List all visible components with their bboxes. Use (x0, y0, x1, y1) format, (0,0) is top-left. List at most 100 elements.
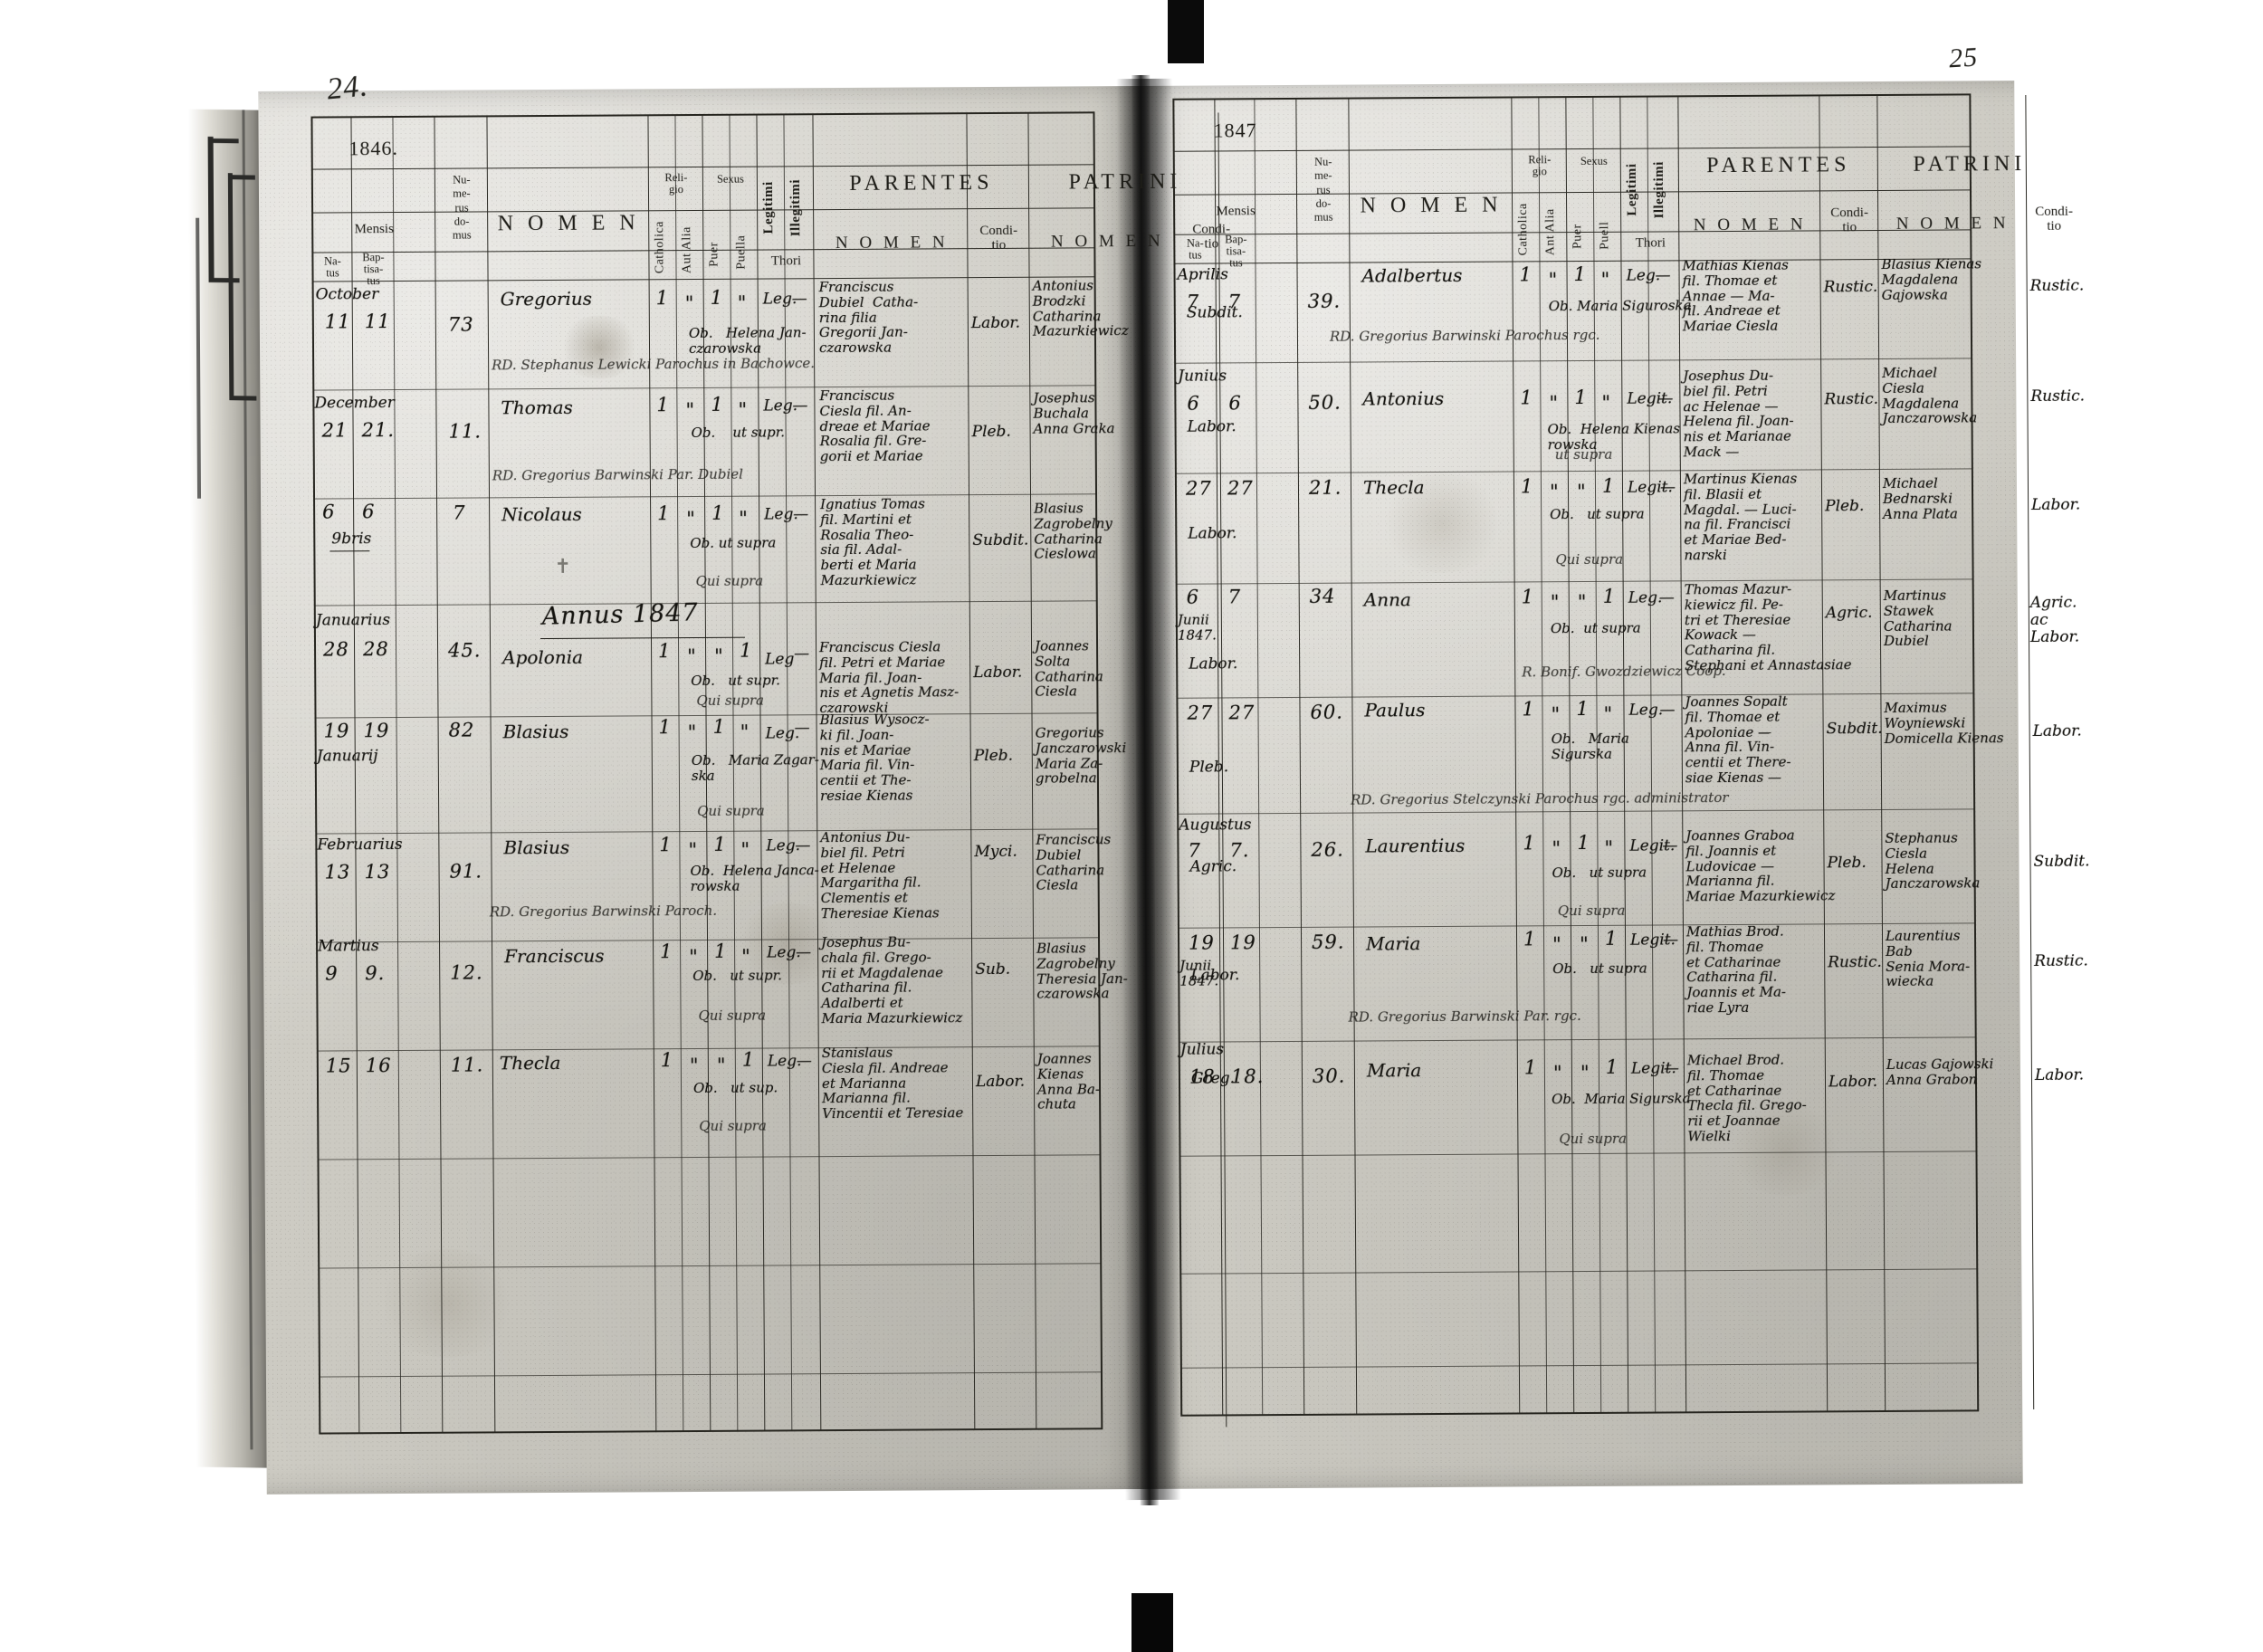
cell-parentes-mother: Ob. Maria Sigurska (1552, 1090, 1691, 1108)
cell-parentes-mother: Ob. ut supr. (691, 424, 786, 442)
cell-mensis: Julius (1179, 1040, 1225, 1059)
cell-domus: 12. (450, 961, 483, 984)
cell-catholica: 1 (1522, 698, 1535, 721)
cell-aut-alia: " (1549, 481, 1560, 503)
cell-baptisatus: 21. (361, 419, 396, 442)
cell-patrini: Stephanus Ciesla Helena Janczarowska (1885, 829, 1981, 893)
cell-parentes: Blasius Wysocz- ki fil. Joan- nis et Mar… (819, 711, 930, 805)
cell-catholica: 1 (1520, 387, 1533, 409)
cell-officiant-note: Qui supra (696, 692, 765, 709)
header-religio-right: Reli- gio (1528, 153, 1552, 178)
cell-thori: Leg. (1628, 588, 1663, 607)
cell-parentes-conditio: Pleb. (973, 746, 1014, 766)
cell-catholica: 1 (657, 502, 671, 525)
cell-natus: 11 (324, 310, 351, 333)
open-book: 24. 25 1846. Mensis N (187, 43, 2090, 1506)
cell-domus: 59. (1311, 931, 1345, 953)
cell-thori: Leg (765, 650, 795, 669)
header-sexus-left: Sexus (716, 172, 744, 186)
cell-patrini: Michael Bednarski Anna Plata (1882, 474, 1958, 522)
cell-puer: 1 (1576, 697, 1590, 721)
cell-parentes-conditio: Labor. (975, 1072, 1026, 1092)
cell-baptisatus: 9. (365, 962, 386, 985)
cell-aut-alia: " (1552, 837, 1562, 860)
header-puer-right: Puer (1571, 224, 1585, 249)
cell-natus: 6 (1186, 586, 1200, 608)
cell-puer: 1 (1574, 386, 1588, 409)
cell-parentes-conditio: Myci. (974, 842, 1017, 862)
cell-parentes: Mathias Kienas fil. Thomae et Annae — Ma… (1682, 256, 1789, 335)
cell-parentes-mother: Ob. ut sup. (692, 1079, 778, 1097)
folio-number-right: 25 (1948, 42, 1980, 74)
cell-aut-alia: " (685, 398, 696, 422)
cell-patrini: Blasius Kienas Magdalena Gajowska (1881, 255, 1982, 303)
header-patrini-right: PATRINI (1913, 152, 2027, 177)
cell-natus: 7 (1188, 839, 1201, 862)
folio-number-left: 24. (325, 69, 370, 107)
cell-parentes: Mathias Brod. fil. Thomae et Catharinae … (1685, 922, 1787, 1017)
cell-puella: " (740, 721, 750, 743)
cell-patrini-conditio: Agric. ac Labor. (2029, 593, 2080, 647)
cell-officiant-note: Qui supra (1557, 902, 1626, 920)
cell-puella: 1 (1602, 585, 1617, 607)
cell-domus: 45. (447, 639, 482, 662)
cell-baptisatus: 6 (362, 501, 376, 523)
cell-catholica: 1 (655, 287, 670, 310)
cell-officiant-note: Qui supra (697, 802, 765, 819)
cell-nomen: Thecla (1362, 476, 1425, 499)
cell-baptisatus: 6 (1228, 392, 1242, 415)
header-catholica-left: Catholica (653, 221, 667, 274)
header-parentes-left: PARENTES (849, 170, 994, 196)
cell-parentes-conditio: Rustic. (1828, 953, 1882, 972)
cell-nomen: Franciscus (504, 944, 605, 968)
cell-patrini: Lucas Gajowski Anna Grabon (1886, 1055, 1994, 1088)
cell-nomen: Gregorius (500, 287, 593, 310)
cell-parentes: Ignatius Tomas fil. Martini et Rosalia T… (820, 495, 925, 589)
cell-patrini: Franciscus Dubiel Catharina Ciesla (1036, 831, 1112, 894)
cell-mensis: Januarij (316, 747, 378, 766)
header-aut-alia-left: Aut Alia (680, 226, 694, 274)
cell-domus: 60. (1310, 701, 1343, 723)
cell-aut-alia: " (687, 721, 698, 744)
header-aut-alia-right: Ant Alia (1543, 208, 1558, 256)
cell-nomen: Thecla (499, 1051, 561, 1074)
header-thori-right: Thori (1635, 235, 1666, 251)
cell-baptisatus: 27 (1227, 477, 1254, 500)
cell-parentes-mother: Ob. Helena Jan- czarowska (688, 324, 807, 357)
cell-patrini-conditio: Rustic. (2029, 276, 2085, 295)
cell-natus: 13 (324, 861, 351, 883)
cell-natus: 19 (1188, 931, 1215, 954)
cell-domus: 11. (448, 420, 482, 443)
cell-puer: 1 (714, 940, 728, 962)
cell-parentes-conditio: Pleb. (1827, 854, 1867, 873)
cell-parentes-conditio: Rustic. (1823, 278, 1878, 297)
cell-mensis: December (314, 394, 395, 413)
cell-illegitimi: — (794, 719, 810, 738)
cell-illegitimi: — (794, 645, 810, 664)
scan-edge-top (1168, 0, 1204, 63)
header-parentes-right: PARENTES (1706, 153, 1851, 178)
cell-puella: 1 (741, 1048, 756, 1071)
header-baptisatus-left: Bap- tisa- tus (362, 251, 385, 288)
cell-parentes: Josephus Bu- chala fil. Grego- rii et Ma… (820, 933, 963, 1027)
cell-patrini-conditio: Rustic. (2034, 951, 2088, 970)
cell-domus: 7 (453, 501, 466, 524)
cell-catholica: 1 (659, 834, 673, 856)
header-numerus-domus-left: Nu- me- rus do- mus (452, 173, 472, 242)
cell-aut-alia: " (686, 507, 696, 530)
cell-aut-alia: " (688, 838, 699, 862)
cell-nomen: Adalbertus (1361, 263, 1463, 287)
cell-puer: " (714, 645, 724, 667)
header-year-left: 1846. (349, 136, 398, 160)
cell-puer: " (1579, 932, 1590, 956)
cell-puella: " (1603, 702, 1614, 725)
cell-parentes: Antonius Du- biel fil. Petri et Helenae … (820, 828, 940, 922)
cell-officiant-note: Qui supra (695, 572, 764, 589)
cell-nomen: Laurentius (1365, 834, 1466, 857)
cell-domus: 91. (449, 860, 483, 883)
cell-patrini-conditio: Labor. (2031, 495, 2081, 514)
cell-puella: 1 (1601, 474, 1616, 497)
cell-parentes-mother: Ob. ut supra (1552, 960, 1647, 978)
cell-illegitimi: — (1659, 478, 1676, 497)
cell-puella: " (741, 945, 751, 968)
